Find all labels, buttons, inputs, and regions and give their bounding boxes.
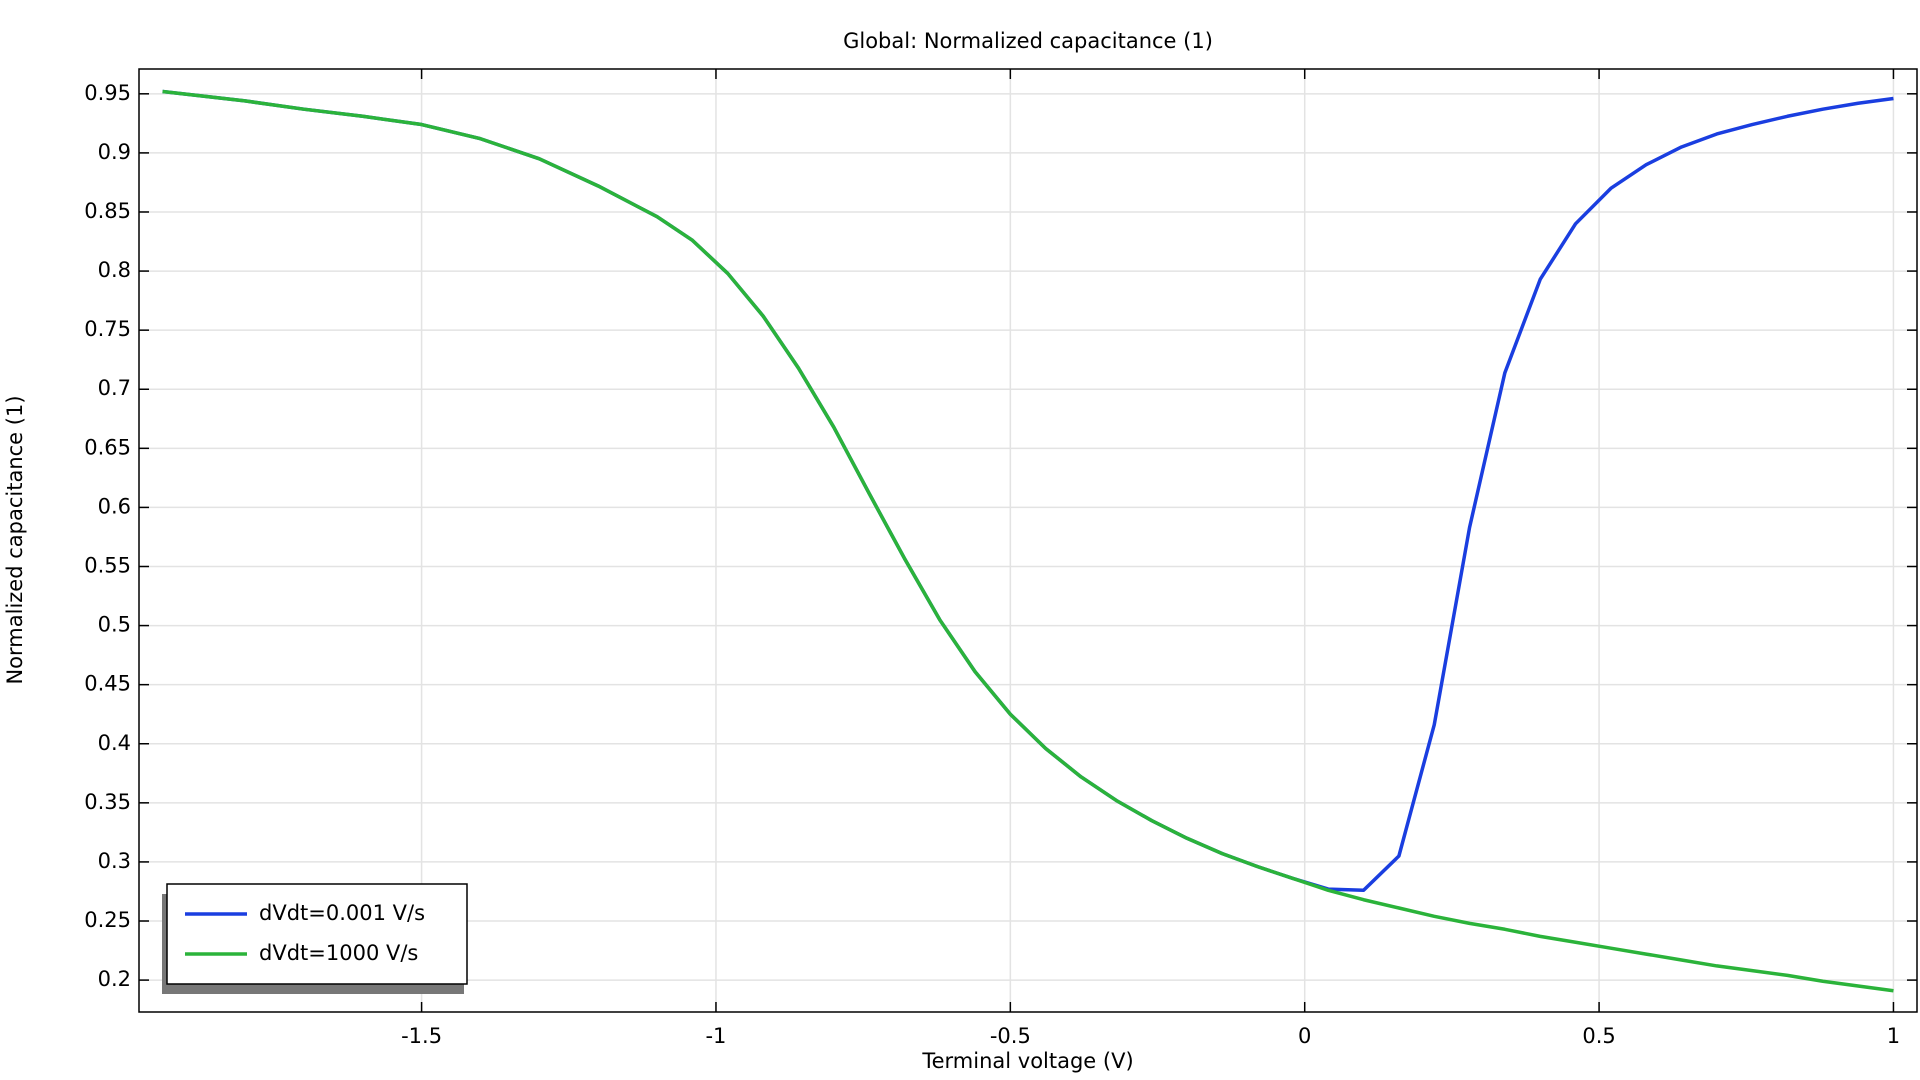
x-tick-label: -1 (705, 1024, 726, 1048)
legend-label: dVdt=1000 V/s (259, 941, 418, 965)
y-tick-label: 0.4 (98, 731, 131, 755)
y-tick-label: 0.75 (84, 317, 131, 341)
y-tick-label: 0.35 (84, 790, 131, 814)
y-tick-label: 0.3 (98, 849, 131, 873)
y-tick-label: 0.45 (84, 672, 131, 696)
y-tick-label: 0.55 (84, 553, 131, 577)
x-tick-label: 0.5 (1582, 1024, 1615, 1048)
legend-box (166, 883, 468, 985)
legend-label: dVdt=0.001 V/s (259, 901, 425, 925)
y-tick-label: 0.65 (84, 435, 131, 459)
y-tick-label: 0.9 (98, 140, 131, 164)
plot-frame (138, 68, 1918, 1013)
y-tick-label: 0.7 (98, 376, 131, 400)
data-line (162, 89, 1894, 993)
y-tick-label: 0.25 (84, 908, 131, 932)
x-tick-label: -0.5 (990, 1024, 1031, 1048)
y-tick-label: 0.85 (84, 199, 131, 223)
x-tick-label: 1 (1887, 1024, 1900, 1048)
x-tick-label: -1.5 (401, 1024, 442, 1048)
y-tick-label: 0.8 (98, 258, 131, 282)
x-axis-label: Terminal voltage (V) (921, 1049, 1133, 1073)
x-tick-label: 0 (1298, 1024, 1311, 1048)
chart-title: Global: Normalized capacitance (1) (843, 29, 1213, 53)
y-tick-label: 0.5 (98, 613, 131, 637)
y-tick-label: 0.2 (98, 967, 131, 991)
y-tick-label: 0.6 (98, 494, 131, 518)
y-axis-label: Normalized capacitance (1) (3, 395, 27, 684)
y-tick-label: 0.95 (84, 81, 131, 105)
